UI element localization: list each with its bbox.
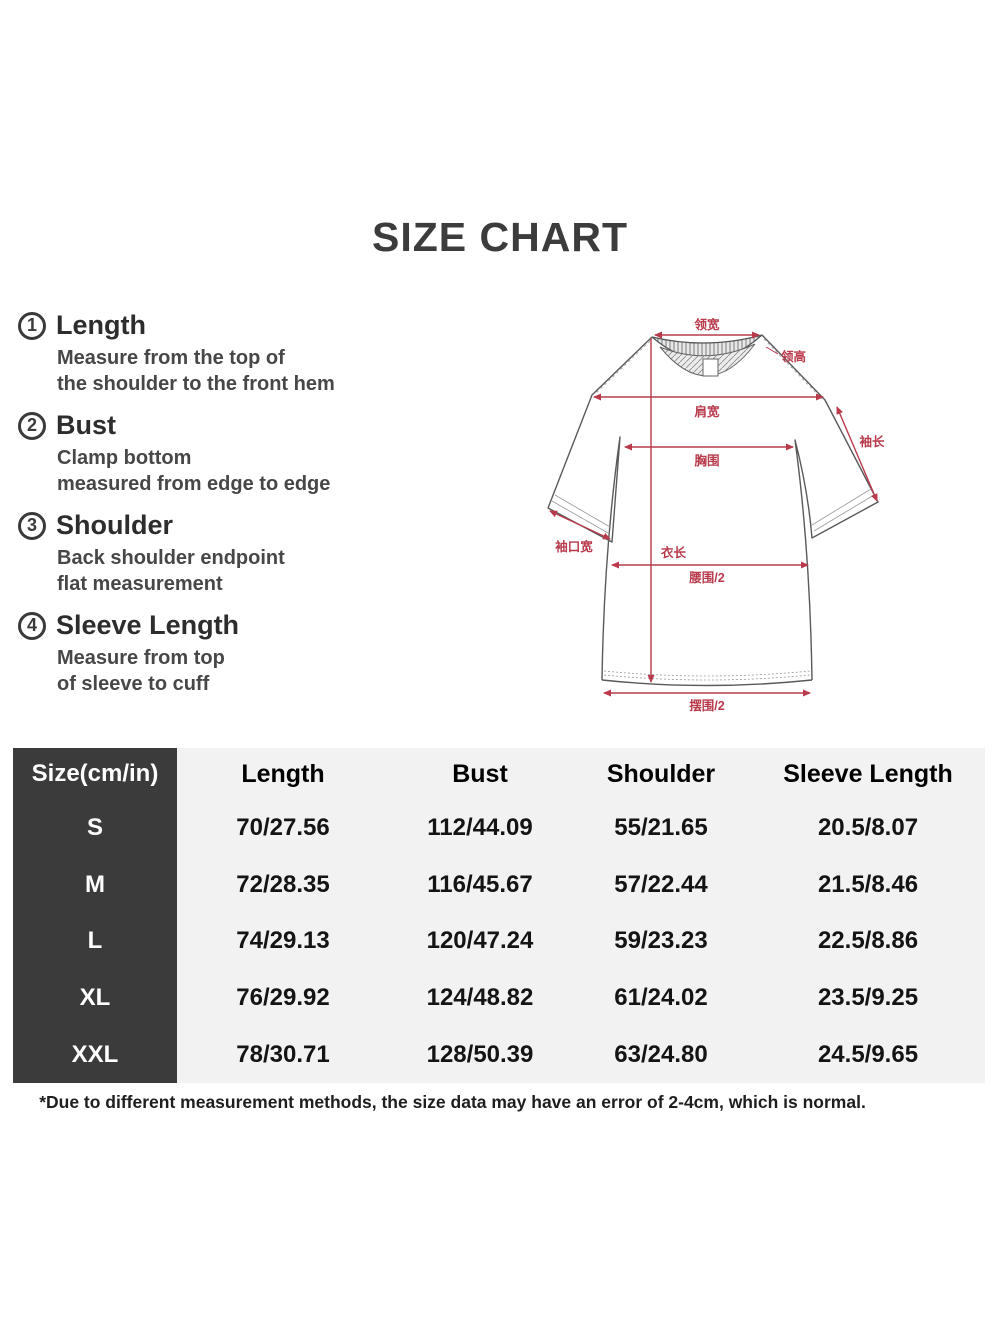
guide-desc-line: flat measurement — [57, 573, 223, 595]
shoulder-width-label: 肩宽 — [694, 404, 720, 419]
page-title: SIZE CHART — [372, 214, 628, 260]
size-table: Size(cm/in) Length Bust Shoulder Sleeve … — [13, 748, 985, 1083]
guide-item-description: Clamp bottom measured from edge to edge — [57, 445, 448, 497]
guide-item-description: Measure from the top of the shoulder to … — [57, 345, 448, 397]
guide-desc-line: the shoulder to the front hem — [57, 373, 335, 395]
collar — [651, 334, 763, 377]
size-cell: L — [13, 913, 177, 970]
size-cell: XXL — [13, 1026, 177, 1083]
table-cell: 76/29.92 — [236, 984, 330, 1012]
measurement-disclaimer: *Due to different measurement methods, t… — [39, 1092, 866, 1112]
table-cell: 21.5/8.46 — [817, 870, 919, 898]
table-cell: 63/24.80 — [614, 1040, 708, 1068]
guide-desc-line: Clamp bottom — [57, 447, 192, 469]
sleeve-length-label: 袖长 — [859, 434, 885, 449]
cuff-width-line — [549, 510, 611, 540]
guide-item-label: Sleeve Length — [56, 610, 240, 640]
table-cell: 20.5/8.07 — [817, 814, 919, 842]
hem-half-label: 摆围/2 — [689, 698, 724, 713]
guide-item-label: Shoulder — [56, 510, 174, 540]
circled-number-3-icon: 3 — [18, 511, 46, 540]
circled-number-2-icon: 2 — [18, 411, 46, 440]
table-cell: 116/45.67 — [427, 870, 533, 898]
cuff-width-label: 袖口宽 — [555, 539, 593, 554]
table-cell: 23.5/9.25 — [817, 984, 919, 1012]
guide-desc-line: Measure from top — [57, 647, 225, 669]
size-table-header-shoulder: Shoulder — [606, 759, 716, 788]
guide-item-shoulder: 3 Shoulder Back shoulder endpoint flat m… — [18, 510, 448, 597]
waist-half-label: 腰围/2 — [688, 570, 724, 585]
size-table-header-length: Length — [241, 759, 325, 788]
size-cell: XL — [13, 969, 177, 1027]
table-cell: 72/28.35 — [236, 870, 330, 898]
size-table-header-size: Size(cm/in) — [13, 748, 177, 800]
table-cell: 55/21.65 — [614, 814, 708, 842]
circled-number-1-icon: 1 — [18, 311, 46, 340]
guide-item-bust: 2 Bust Clamp bottom measured from edge t… — [18, 410, 448, 497]
table-cell: 57/22.44 — [614, 870, 708, 898]
measurement-guide: 1 Length Measure from the top of the sho… — [18, 310, 448, 710]
table-cell: 24.5/9.65 — [817, 1040, 919, 1068]
table-cell: 112/44.09 — [427, 814, 533, 842]
circled-number-4-icon: 4 — [18, 611, 46, 640]
guide-item-description: Measure from top of sleeve to cuff — [57, 645, 448, 697]
table-cell: 70/27.56 — [236, 814, 330, 842]
bust-label: 胸围 — [694, 453, 719, 468]
table-cell: 124/48.82 — [426, 984, 534, 1012]
collar-width-label: 领宽 — [694, 317, 720, 332]
guide-item-sleeve-length: 4 Sleeve Length Measure from top of slee… — [18, 610, 448, 697]
guide-item-length: 1 Length Measure from the top of the sho… — [18, 310, 448, 397]
table-cell: 59/23.23 — [614, 927, 708, 955]
garment-length-label: 衣长 — [661, 545, 687, 560]
guide-desc-line: Back shoulder endpoint — [57, 547, 285, 569]
guide-item-label: Length — [56, 310, 146, 340]
tshirt-measurement-diagram: 领宽 领高 肩宽 胸围 袖长 袖口宽 衣长 腰围/2 摆围/2 — [547, 317, 885, 713]
size-cell: S — [13, 800, 177, 857]
measurement-lines — [549, 331, 878, 697]
stitch-lines — [551, 338, 875, 681]
size-cell: M — [13, 856, 177, 914]
guide-desc-line: Measure from the top of — [57, 347, 285, 369]
sleeve-length-line — [836, 406, 878, 502]
guide-item-label: Bust — [56, 410, 116, 440]
guide-item-description: Back shoulder endpoint flat measurement — [57, 545, 448, 597]
tshirt-outline — [547, 334, 879, 687]
size-table-header-bust: Bust — [452, 759, 508, 788]
table-cell: 74/29.13 — [236, 927, 330, 955]
collar-height-pointer — [765, 346, 779, 355]
table-cell: 120/47.24 — [426, 927, 534, 955]
guide-desc-line: measured from edge to edge — [57, 473, 331, 495]
collar-height-label: 领高 — [781, 349, 806, 364]
neck-label-tag — [702, 358, 719, 377]
table-cell: 61/24.02 — [614, 984, 708, 1012]
table-cell: 22.5/8.86 — [817, 927, 919, 955]
table-cell: 128/50.39 — [426, 1040, 534, 1068]
table-cell: 78/30.71 — [236, 1040, 330, 1068]
guide-desc-line: of sleeve to cuff — [57, 673, 210, 695]
size-table-header-sleeve: Sleeve Length — [783, 759, 953, 788]
